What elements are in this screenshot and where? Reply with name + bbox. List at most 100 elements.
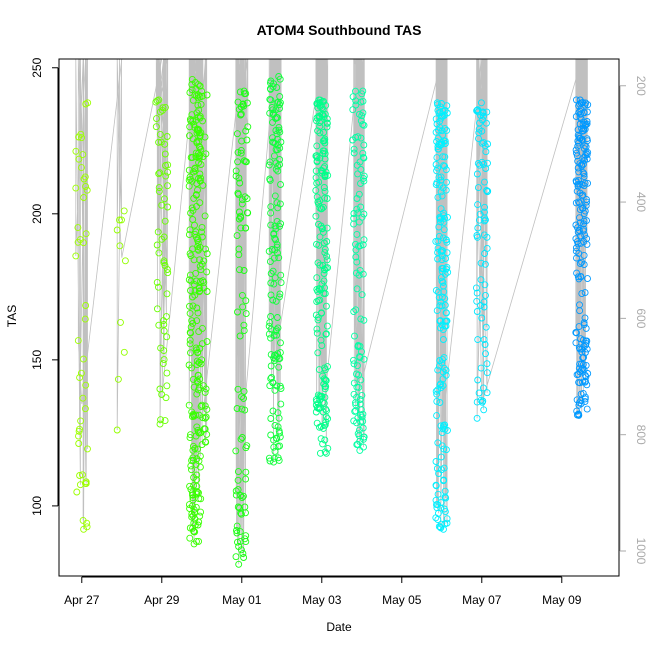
data-point — [113, 226, 121, 234]
data-point — [189, 96, 197, 104]
data-point — [321, 150, 329, 158]
data-point — [436, 123, 444, 131]
data-point — [196, 256, 204, 264]
data-point — [352, 401, 360, 409]
data-point — [482, 350, 489, 358]
data-point — [356, 342, 364, 350]
data-point — [572, 177, 580, 185]
data-point — [480, 298, 488, 306]
data-point — [573, 371, 581, 379]
data-point — [572, 247, 580, 255]
data-point — [438, 466, 445, 474]
data-point — [576, 113, 584, 121]
data-point — [439, 153, 447, 161]
data-point — [474, 108, 482, 116]
data-point — [581, 142, 589, 150]
data-point — [202, 245, 209, 253]
data-point — [575, 249, 583, 257]
data-point — [273, 241, 281, 249]
data-point — [436, 399, 444, 406]
data-point — [77, 130, 85, 138]
data-point — [191, 221, 198, 229]
data-point — [432, 181, 440, 188]
data-point — [437, 453, 445, 461]
data-point — [433, 501, 440, 509]
data-point — [576, 260, 584, 267]
data-point — [159, 360, 167, 368]
data-point — [155, 321, 163, 329]
data-point — [195, 288, 203, 296]
data-point — [432, 387, 440, 395]
data-point — [443, 178, 450, 186]
data-point — [270, 254, 278, 262]
data-point — [233, 522, 241, 530]
data-point — [234, 158, 242, 166]
data-point — [238, 137, 246, 145]
data-point — [358, 90, 366, 98]
data-point — [323, 119, 331, 127]
data-point — [272, 159, 280, 167]
data-point — [195, 518, 203, 526]
data-point — [575, 227, 583, 234]
data-point — [480, 160, 488, 168]
data-point — [193, 476, 201, 484]
data-point — [314, 316, 322, 324]
data-point — [434, 143, 442, 151]
data-point — [192, 344, 200, 352]
data-point — [321, 290, 329, 298]
data-point — [275, 124, 283, 131]
data-point — [353, 230, 361, 238]
data-point — [584, 370, 592, 377]
data-point — [434, 145, 442, 153]
data-point — [267, 362, 275, 370]
data-point — [277, 181, 284, 188]
data-point — [320, 375, 328, 383]
data-point — [351, 407, 359, 415]
data-point — [243, 195, 251, 203]
data-point — [323, 252, 331, 260]
data-point — [116, 216, 123, 224]
data-point — [581, 156, 589, 164]
data-point — [473, 297, 481, 305]
data-point — [189, 293, 196, 301]
data-point — [438, 252, 446, 260]
data-point — [195, 154, 203, 162]
data-point — [319, 262, 327, 269]
data-point — [314, 287, 322, 295]
data-point — [273, 314, 281, 321]
data-point — [272, 297, 280, 305]
data-point — [155, 184, 163, 192]
data-point — [479, 109, 487, 117]
data-point — [242, 532, 250, 540]
flight-connector — [358, 58, 443, 396]
data-point — [360, 236, 368, 244]
data-point — [432, 482, 440, 490]
data-point — [358, 291, 366, 299]
data-point — [323, 115, 331, 123]
data-point — [320, 164, 328, 172]
data-point — [442, 446, 450, 454]
data-point — [80, 525, 88, 533]
data-point — [202, 413, 210, 421]
data-point — [273, 217, 281, 225]
data-point — [355, 190, 363, 198]
data-point — [316, 286, 324, 294]
data-point — [323, 256, 331, 264]
data-point — [237, 435, 245, 443]
data-point — [324, 415, 332, 423]
data-point — [237, 509, 245, 517]
data-point — [233, 405, 241, 412]
data-point — [438, 192, 446, 200]
data-point — [242, 444, 250, 452]
data-point — [195, 284, 203, 292]
data-point — [482, 119, 490, 127]
data-point — [232, 487, 240, 495]
data-point — [158, 235, 166, 243]
data-point — [242, 475, 250, 483]
data-point — [77, 369, 85, 377]
data-point — [573, 269, 581, 277]
data-point — [580, 170, 588, 178]
data-point — [482, 165, 490, 172]
data-point — [77, 417, 85, 425]
data-point — [439, 282, 447, 290]
